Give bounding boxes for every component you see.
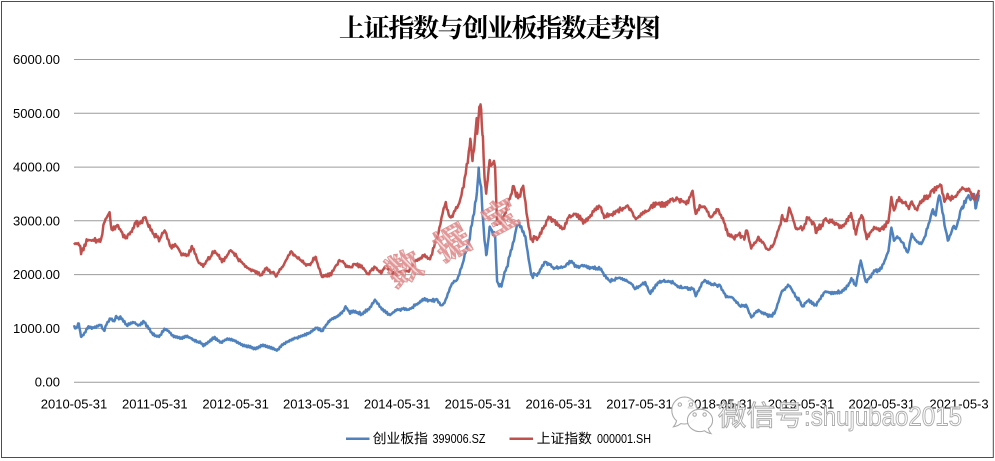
svg-text:2021-05-31: 2021-05-31 — [929, 397, 995, 412]
svg-text:1000.00: 1000.00 — [13, 321, 60, 336]
svg-text:2016-05-31: 2016-05-31 — [525, 397, 592, 412]
svg-text:2013-05-31: 2013-05-31 — [283, 397, 350, 412]
svg-text:0.00: 0.00 — [35, 375, 60, 390]
svg-text::shujubao2015: :shujubao2015 — [804, 402, 962, 432]
svg-text:5000.00: 5000.00 — [13, 106, 60, 121]
svg-text:3000.00: 3000.00 — [13, 213, 60, 228]
svg-text:2018-05-31: 2018-05-31 — [687, 397, 754, 412]
svg-text:4000.00: 4000.00 — [13, 160, 60, 175]
svg-text:2015-05-31: 2015-05-31 — [445, 397, 512, 412]
svg-text:000001.SH: 000001.SH — [597, 431, 651, 446]
svg-text:2020-05-31: 2020-05-31 — [849, 397, 916, 412]
svg-text:2011-05-31: 2011-05-31 — [122, 397, 188, 412]
svg-text:2000.00: 2000.00 — [13, 267, 60, 282]
svg-text:2014-05-31: 2014-05-31 — [364, 397, 431, 412]
svg-text:6000.00: 6000.00 — [13, 52, 60, 67]
svg-text:2019-05-31: 2019-05-31 — [768, 397, 835, 412]
svg-text:2017-05-31: 2017-05-31 — [606, 397, 673, 412]
svg-text:399006.SZ: 399006.SZ — [433, 431, 486, 446]
svg-text:2010-05-31: 2010-05-31 — [41, 397, 108, 412]
svg-text:2012-05-31: 2012-05-31 — [202, 397, 269, 412]
